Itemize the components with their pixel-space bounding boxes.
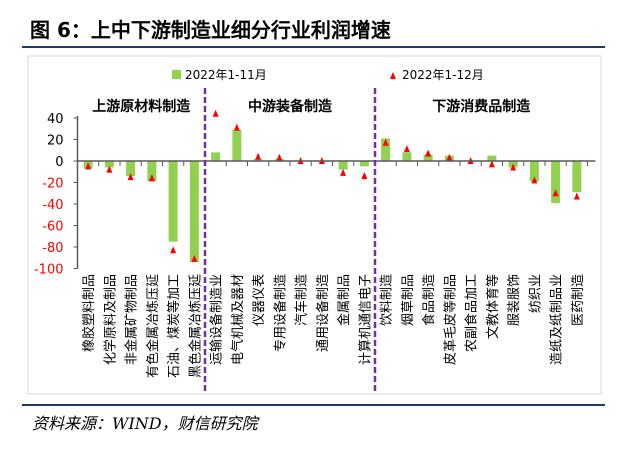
y-tick-label: -100 xyxy=(34,263,64,278)
legend-bar-swatch xyxy=(172,70,181,79)
marker-医药制造 xyxy=(573,192,580,200)
x-tick-label: 计算机通信电子 xyxy=(358,274,373,365)
group-label: 下游消费品制造 xyxy=(432,98,530,115)
x-tick-label: 有色金属冶炼压延 xyxy=(145,274,161,378)
bar-石油、煤炭等加工 xyxy=(168,161,178,242)
bar-饮料制造 xyxy=(381,138,391,161)
legend-bar-label: 2022年1-11月 xyxy=(185,68,267,82)
bar-计算机通信电子 xyxy=(359,161,369,167)
x-tick-label: 文教体育等 xyxy=(485,274,501,339)
source-note: 资料来源：WIND，财信研究院 xyxy=(32,414,258,433)
bar-化学原料及制品 xyxy=(104,161,114,168)
x-tick-label: 仪器仪表 xyxy=(252,274,267,326)
marker-纺织业 xyxy=(531,176,538,184)
bar-电气机械及器材 xyxy=(232,129,242,161)
y-tick-label: 0 xyxy=(55,155,63,170)
marker-皮革毛皮等制品 xyxy=(446,153,453,161)
bar-运输设备制造业 xyxy=(211,152,221,161)
marker-烟草制品 xyxy=(403,145,410,153)
x-tick-label: 黑色金属冶炼压延 xyxy=(187,274,203,378)
bar-非金属矿物制品 xyxy=(126,161,136,177)
y-tick-label: -20 xyxy=(42,177,63,192)
marker-服装服饰 xyxy=(510,163,517,171)
y-tick-label: 40 xyxy=(47,112,64,127)
legend-marker-label: 2022年1-12月 xyxy=(402,68,484,82)
x-tick-label: 金属制品 xyxy=(336,274,352,326)
x-tick-label: 皮革毛皮等制品 xyxy=(442,274,458,365)
title-underline xyxy=(22,46,605,48)
x-tick-label: 医药制造 xyxy=(571,274,586,326)
x-tick-label: 饮料制造 xyxy=(380,274,395,326)
marker-有色金属冶炼压延 xyxy=(148,174,155,182)
marker-食品制造 xyxy=(425,149,432,157)
x-tick-label: 纺织业 xyxy=(528,274,543,313)
bar-食品制造 xyxy=(423,154,433,161)
x-tick-label: 电气机械及器材 xyxy=(230,274,246,365)
x-tick-label: 运输设备制造业 xyxy=(209,274,225,365)
y-tick-label: -80 xyxy=(42,241,63,256)
bar-金属制品 xyxy=(338,161,348,170)
group-label: 上游原材料制造 xyxy=(92,98,190,115)
y-tick-label: -60 xyxy=(42,220,63,235)
x-tick-label: 石油、煤炭等加工 xyxy=(166,274,182,378)
x-tick-label: 通用设备制造 xyxy=(315,274,331,352)
bar-造纸及纸制品业 xyxy=(551,161,561,203)
marker-橡胶塑料制品 xyxy=(85,162,92,170)
bar-文教体育等 xyxy=(487,155,497,161)
group-label: 中游装备制造 xyxy=(248,98,332,115)
marker-化学原料及制品 xyxy=(106,165,113,173)
marker-石油、煤炭等加工 xyxy=(170,246,177,254)
marker-造纸及纸制品业 xyxy=(552,189,559,197)
x-tick-label: 非金属矿物制品 xyxy=(124,274,140,365)
marker-仪器仪表 xyxy=(255,152,262,160)
bar-医药制造 xyxy=(572,161,582,193)
bar-有色金属冶炼压延 xyxy=(147,161,157,182)
x-tick-label: 食品制造 xyxy=(421,274,437,326)
x-tick-label: 造纸及纸制品业 xyxy=(550,274,565,365)
x-tick-label: 化学原料及制品 xyxy=(102,274,118,365)
x-tick-label: 烟草制品 xyxy=(401,274,416,326)
y-tick-label: -40 xyxy=(42,198,63,213)
marker-饮料制造 xyxy=(382,138,389,146)
bar-黑色金属冶炼压延 xyxy=(189,161,199,263)
x-tick-label: 服装服饰 xyxy=(507,274,522,326)
chart-title: 图 6：上中下游制造业细分行业利润增速 xyxy=(30,18,391,42)
y-tick-label: 20 xyxy=(47,134,64,149)
bar-烟草制品 xyxy=(402,152,412,161)
source-divider xyxy=(22,404,605,406)
x-tick-label: 农副食品加工 xyxy=(464,274,480,352)
marker-运输设备制造业 xyxy=(212,109,219,117)
x-tick-label: 橡胶塑料制品 xyxy=(81,274,97,352)
x-tick-label: 汽车制造 xyxy=(294,274,310,326)
marker-文教体育等 xyxy=(488,160,495,168)
marker-金属制品 xyxy=(340,168,347,176)
marker-非金属矿物制品 xyxy=(127,173,134,181)
chart-frame xyxy=(27,55,602,395)
legend-marker-swatch xyxy=(390,72,396,79)
marker-黑色金属冶炼压延 xyxy=(191,254,198,262)
bar-仪器仪表 xyxy=(253,158,263,161)
bar-纺织业 xyxy=(529,161,539,182)
marker-计算机通信电子 xyxy=(361,172,368,180)
marker-电气机械及器材 xyxy=(233,123,240,131)
x-tick-label: 专用设备制造 xyxy=(272,274,288,352)
marker-专用设备制造 xyxy=(276,153,283,161)
